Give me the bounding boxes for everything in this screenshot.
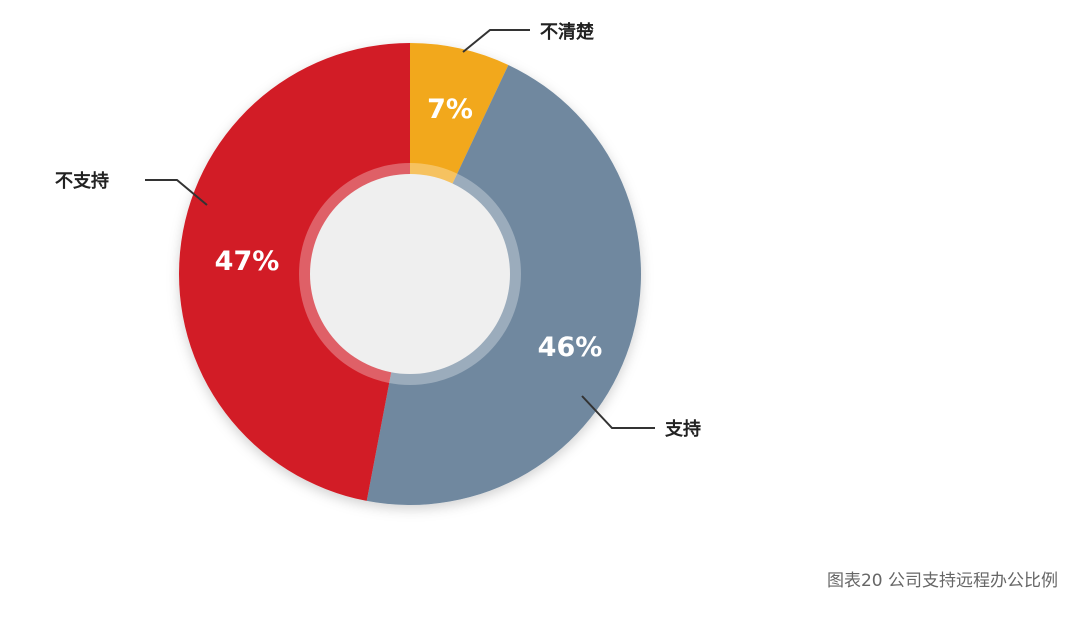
data-label-support: 46% [538,332,603,363]
leader-line-oppose [145,179,208,206]
leader-line-unclear [462,29,530,53]
donut-hole [310,174,510,374]
legend-label-unclear: 不清楚 [540,21,594,43]
pie-slice-2 [179,43,410,501]
legend-label-oppose: 不支持 [55,170,109,192]
data-label-oppose: 47% [215,246,280,277]
chart-caption: 图表20 公司支持远程办公比例 [826,571,1058,591]
data-label-unclear: 7% [427,94,473,125]
leader-line-support [581,395,655,429]
legend-label-support: 支持 [664,418,701,440]
